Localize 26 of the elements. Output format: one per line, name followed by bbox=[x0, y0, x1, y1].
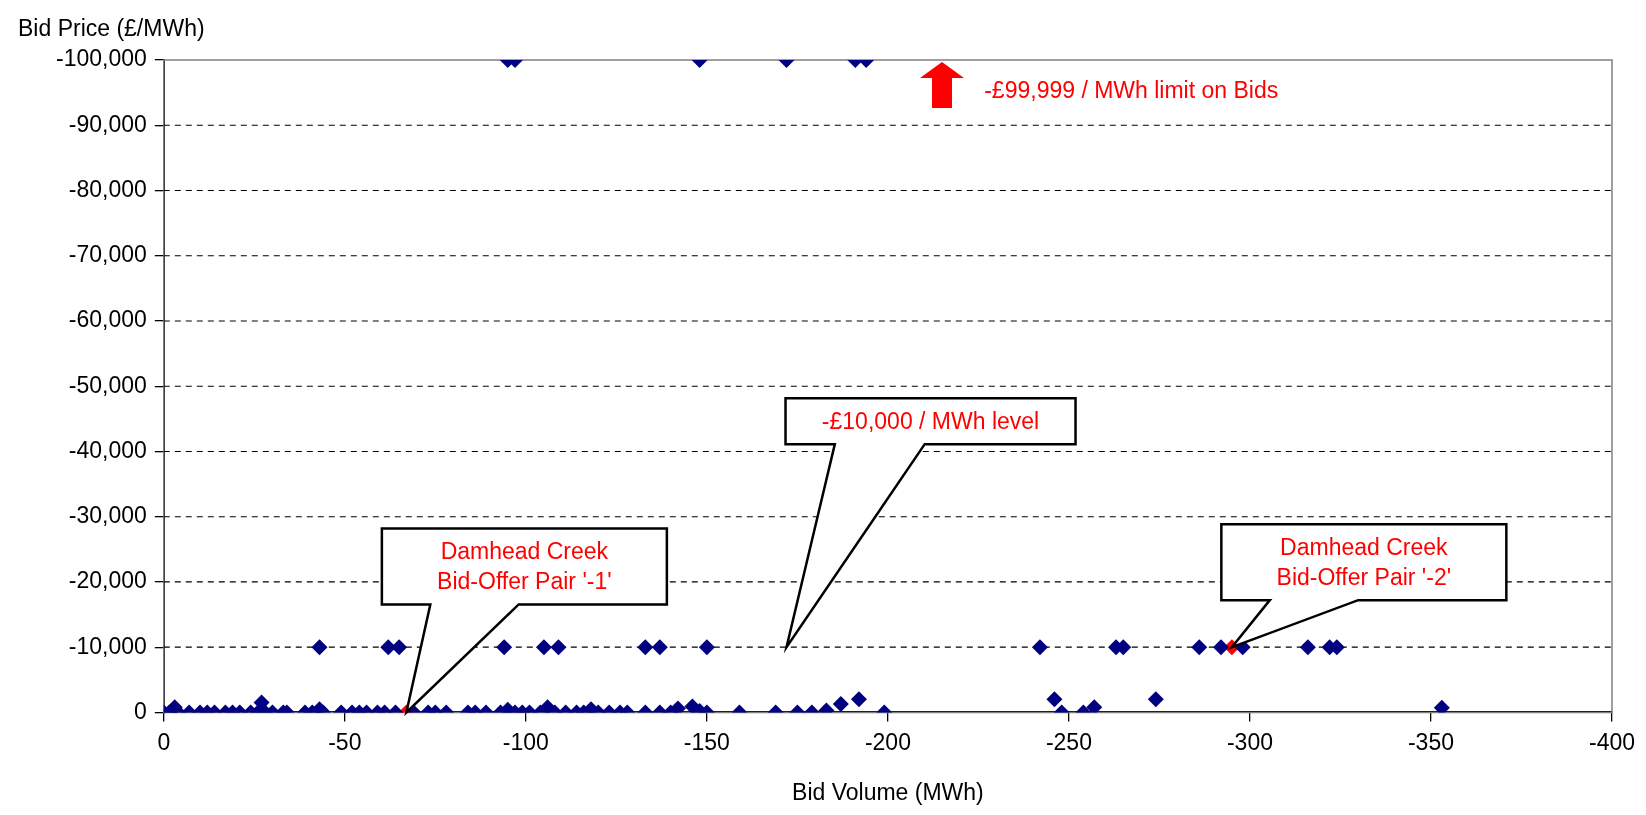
annotation: -£99,999 / MWh limit on Bids bbox=[984, 77, 1279, 103]
y-tick-label: -40,000 bbox=[68, 436, 147, 463]
y-tick-label: -20,000 bbox=[68, 567, 147, 594]
annotation: -£10,000 / MWh level bbox=[821, 408, 1040, 435]
y-tick-label: -70,000 bbox=[68, 241, 147, 268]
x-axis-title: Bid Volume (MWh) bbox=[792, 779, 984, 805]
x-tick-label: -200 bbox=[864, 728, 911, 755]
annotation: Damhead Creek Bid-Offer Pair '-2' bbox=[1276, 534, 1452, 591]
y-tick-label: -100,000 bbox=[55, 45, 147, 72]
x-tick-label: -300 bbox=[1226, 728, 1273, 755]
x-tick-label: -250 bbox=[1045, 728, 1092, 755]
y-axis-title: Bid Price (£/MWh) bbox=[18, 15, 205, 41]
y-tick-label: -10,000 bbox=[68, 632, 147, 659]
y-tick-label: -30,000 bbox=[68, 502, 147, 529]
y-tick-label: 0 bbox=[134, 697, 147, 724]
y-tick-label: -80,000 bbox=[68, 175, 147, 202]
y-tick-label: -90,000 bbox=[68, 110, 147, 137]
x-tick-label: -50 bbox=[328, 728, 362, 755]
y-tick-label: -50,000 bbox=[68, 371, 147, 398]
x-tick-label: -350 bbox=[1407, 728, 1454, 755]
x-tick-label: 0 bbox=[157, 728, 171, 755]
x-tick-label: -100 bbox=[502, 728, 549, 755]
x-tick-label: -150 bbox=[683, 728, 730, 755]
y-tick-label: -60,000 bbox=[68, 306, 147, 333]
annotation: Damhead Creek Bid-Offer Pair '-1' bbox=[437, 538, 612, 595]
x-tick-label: -400 bbox=[1588, 728, 1636, 755]
